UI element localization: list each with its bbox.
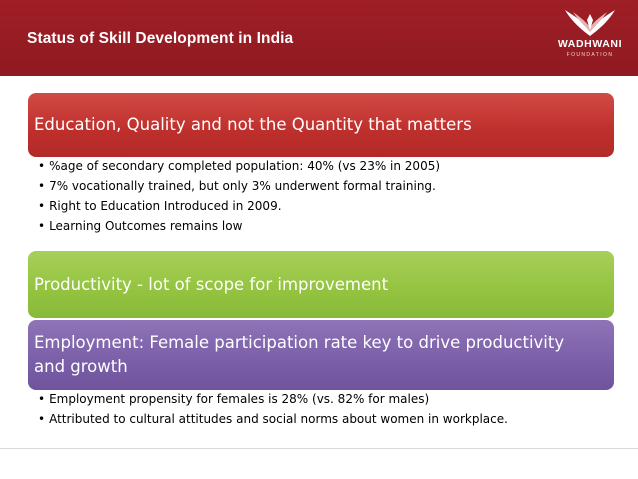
section-education-bullets: %age of secondary completed population: … — [38, 156, 440, 236]
section-heading-line: and growth — [34, 357, 128, 376]
section-heading-text: Productivity - lot of scope for improvem… — [34, 275, 389, 294]
logo-wordmark: WADHWANI — [557, 38, 623, 50]
slide-title: Status of Skill Development in India — [27, 30, 294, 47]
wings-icon — [565, 10, 615, 36]
bullet-item: %age of secondary completed population: … — [38, 156, 440, 176]
wadhwani-logo: WADHWANI FOUNDATION — [548, 8, 632, 70]
section-heading-line: Employment: Female participation rate ke… — [34, 333, 565, 352]
section-heading-text: Education, Quality and not the Quantity … — [34, 115, 472, 134]
section-education-heading: Education, Quality and not the Quantity … — [28, 93, 614, 157]
section-employment-heading: Employment: Female participation rate ke… — [28, 320, 614, 390]
logo-subtext: FOUNDATION — [566, 52, 614, 58]
section-employment-bullets: Employment propensity for females is 28%… — [38, 389, 508, 429]
bullet-item: 7% vocationally trained, but only 3% und… — [38, 176, 440, 196]
bullet-item: Employment propensity for females is 28%… — [38, 389, 508, 409]
slide-header: Status of Skill Development in India WAD… — [0, 0, 638, 76]
bullet-item: Right to Education Introduced in 2009. — [38, 196, 440, 216]
footer-divider — [0, 448, 638, 449]
section-productivity-heading: Productivity - lot of scope for improvem… — [28, 251, 614, 318]
bullet-item: Attributed to cultural attitudes and soc… — [38, 409, 508, 429]
bullet-item: Learning Outcomes remains low — [38, 216, 440, 236]
